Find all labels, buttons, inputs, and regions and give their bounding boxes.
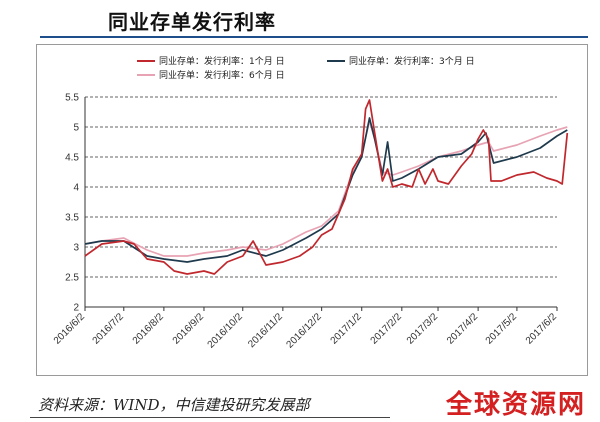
- y-tick-label: 2: [73, 303, 79, 314]
- x-tick-label: 2017/6/2: [524, 311, 560, 347]
- legend-label: 同业存单：发行利率：1个月 日: [159, 55, 285, 67]
- x-tick-label: 2017/3/2: [405, 311, 441, 347]
- y-tick-label: 2.5: [65, 273, 79, 284]
- x-tick-label: 2016/10/2: [206, 311, 246, 351]
- x-tick-label: 2016/7/2: [91, 311, 127, 347]
- legend-label: 同业存单：发行利率：3个月 日: [349, 55, 475, 67]
- x-tick-label: 2017/1/2: [329, 311, 365, 347]
- x-tick-label: 2016/6/2: [52, 311, 88, 347]
- y-tick-label: 4.5: [65, 153, 79, 164]
- x-tick-label: 2017/4/2: [445, 311, 481, 347]
- x-tick-label: 2016/8/2: [131, 311, 167, 347]
- y-tick-label: 5: [73, 123, 79, 134]
- x-tick-label: 2017/5/2: [484, 311, 520, 347]
- x-tick-label: 2017/2/2: [369, 311, 405, 347]
- series-line: [84, 120, 568, 257]
- x-tick-label: 2016/12/2: [285, 311, 325, 351]
- page-title: 同业存单发行利率: [108, 10, 276, 34]
- source-note: 资料来源：WIND，中信建投研究发展部: [38, 396, 310, 414]
- chart-frame: 2 2.5 3 3.5 4 4.5 5 5.5 2016/6/2 2016/7/2 2016/8/2…: [36, 44, 588, 376]
- source-underline: [30, 417, 390, 418]
- legend-label: 同业存单：发行利率：6个月 日: [159, 69, 285, 81]
- series-line: [84, 99, 569, 275]
- line-chart: 2 2.5 3 3.5 4 4.5 5 5.5 2016/6/2 2016/7/2 2016/8/2…: [52, 55, 569, 351]
- title-underline: [40, 36, 588, 38]
- y-tick-label: 4: [73, 183, 79, 194]
- y-tick-label: 3.5: [65, 213, 79, 224]
- x-tick-label: 2016/9/2: [171, 311, 207, 347]
- watermark-logo: 全球资源网: [445, 390, 586, 420]
- series-line: [84, 117, 568, 263]
- y-tick-label: 5.5: [65, 93, 79, 104]
- x-tick-label: 2016/11/2: [246, 311, 285, 350]
- y-tick-label: 3: [73, 243, 79, 254]
